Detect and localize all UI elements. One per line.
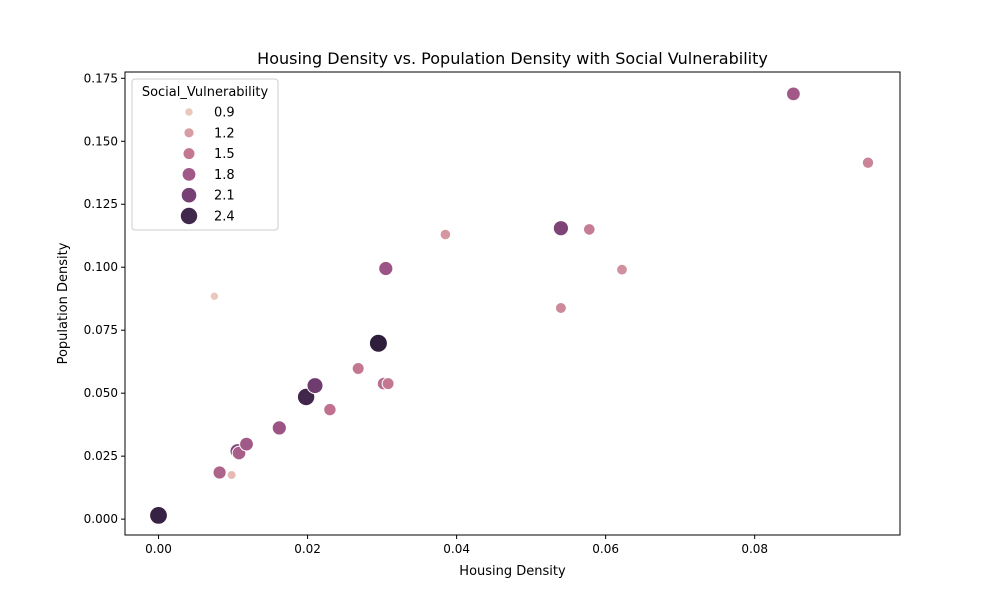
data-point: [226, 470, 237, 480]
data-point: [323, 402, 337, 417]
legend-marker: [184, 107, 194, 117]
data-point: [616, 263, 628, 276]
legend: Social_Vulnerability 0.9 1.2 1.5 1.8 2.1 2.4: [131, 78, 279, 231]
legend-label: 0.9: [214, 106, 235, 121]
legend-label: 2.1: [214, 189, 235, 204]
y-tick-label: 0.100: [84, 260, 118, 274]
y-axis-label: Population Density: [56, 242, 71, 364]
data-point: [271, 420, 287, 436]
data-point: [554, 302, 567, 314]
x-tick-label: 0.04: [443, 542, 470, 556]
legend-entries: 0.9 1.2 1.5 1.8 2.1 2.4: [179, 106, 235, 226]
x-axis: 0.00 0.02 0.04 0.06 0.08: [145, 535, 768, 556]
data-point: [306, 377, 324, 395]
legend-label: 2.4: [214, 210, 235, 225]
y-tick-label: 0.075: [84, 323, 118, 337]
data-point: [368, 333, 388, 353]
data-point: [239, 436, 254, 452]
legend-marker: [182, 147, 196, 161]
legend-label: 1.2: [214, 126, 235, 141]
data-point: [552, 220, 570, 237]
data-point: [861, 156, 875, 169]
y-tick-label: 0.050: [84, 386, 118, 400]
x-tick-label: 0.02: [294, 542, 321, 556]
data-point: [149, 506, 168, 525]
data-point: [786, 86, 801, 102]
x-tick-label: 0.06: [592, 542, 619, 556]
data-point: [381, 377, 395, 391]
x-axis-label: Housing Density: [459, 564, 566, 579]
y-tick-label: 0.150: [84, 134, 118, 148]
data-point: [209, 291, 220, 301]
points-layer: [149, 86, 875, 525]
y-tick-label: 0.125: [84, 197, 118, 211]
plot-frame: [124, 71, 901, 536]
legend-box: [131, 78, 279, 231]
y-tick-label: 0.175: [84, 71, 118, 85]
data-point: [378, 260, 394, 277]
y-axis: 0.000 0.025 0.050 0.075 0.100 0.125 0.150 0.175: [84, 71, 125, 526]
data-point: [351, 362, 365, 375]
data-point: [439, 228, 452, 241]
legend-marker: [181, 167, 197, 182]
legend-marker: [179, 206, 199, 226]
y-tick-label: 0.025: [84, 449, 118, 463]
y-tick-label: 0.000: [84, 512, 118, 526]
legend-label: 1.8: [214, 168, 235, 183]
x-tick-label: 0.08: [741, 542, 768, 556]
legend-marker: [183, 127, 195, 139]
data-point: [212, 465, 227, 480]
data-point: [583, 223, 596, 236]
chart-title: Housing Density vs. Population Density w…: [257, 49, 768, 68]
legend-title: Social_Vulnerability: [142, 85, 269, 100]
x-tick-label: 0.00: [145, 542, 172, 556]
legend-marker: [180, 186, 198, 204]
legend-label: 1.5: [214, 147, 235, 162]
